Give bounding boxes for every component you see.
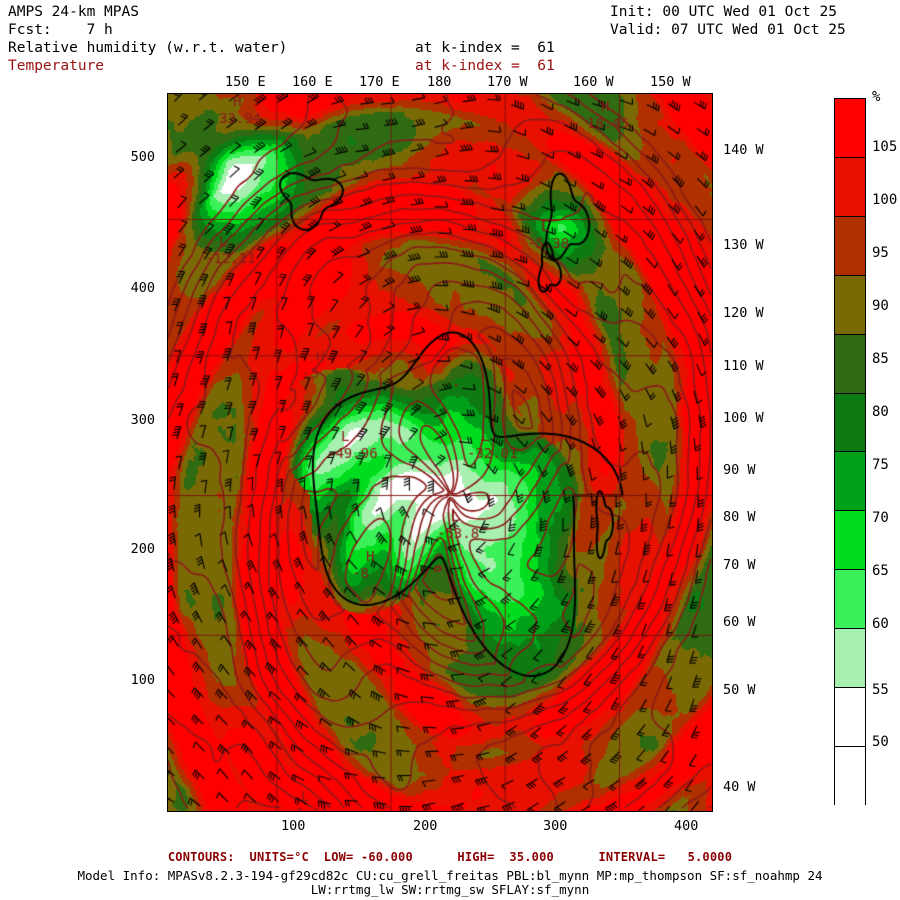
colorbar-segment xyxy=(835,216,865,276)
field-secondary-label: Temperature xyxy=(8,58,105,74)
axis-tick-label: 500 xyxy=(130,149,155,165)
map-plot-area[interactable] xyxy=(167,93,713,812)
axis-tick-label: 300 xyxy=(543,818,568,834)
colorbar-tick-label: 80 xyxy=(872,404,889,420)
axis-tick-label: 110 W xyxy=(723,358,764,374)
axis-tick-label: 170 E xyxy=(359,74,400,90)
axis-tick-label: 100 W xyxy=(723,410,764,426)
axis-tick-label: 160 W xyxy=(573,74,614,90)
colorbar-segment xyxy=(835,393,865,453)
colorbar-tick-label: 70 xyxy=(872,510,889,526)
colorbar-tick-label: 85 xyxy=(872,351,889,367)
init-time: Init: 00 UTC Wed 01 Oct 25 xyxy=(610,4,837,20)
axis-tick-label: 170 W xyxy=(487,74,528,90)
colorbar-segment xyxy=(835,452,865,512)
forecast-hour: Fcst: 7 h xyxy=(8,22,113,38)
axis-tick-label: 400 xyxy=(130,280,155,296)
axis-tick-label: 160 E xyxy=(292,74,333,90)
colorbar-tick-label: 90 xyxy=(872,298,889,314)
axis-tick-label: 140 W xyxy=(723,142,764,158)
contours-info: CONTOURS: UNITS=°C LOW= -60.000 HIGH= 35… xyxy=(167,850,733,864)
axis-tick-label: 100 xyxy=(281,818,306,834)
axis-tick-label: 120 W xyxy=(723,305,764,321)
colorbar-unit-label: % xyxy=(872,89,881,105)
colorbar-segment xyxy=(835,570,865,630)
axis-tick-label: 180 xyxy=(427,74,452,90)
colorbar-segment xyxy=(835,511,865,571)
axis-tick-label: 130 W xyxy=(723,237,764,253)
colorbar-tick-label: 65 xyxy=(872,563,889,579)
colorbar-tick-label: 55 xyxy=(872,682,889,698)
colorbar-tick-label: 95 xyxy=(872,245,889,261)
colorbar-tick-label: 105 xyxy=(872,139,898,155)
axis-tick-label: 400 xyxy=(674,818,699,834)
colorbar-segment xyxy=(835,157,865,217)
axis-tick-label: 200 xyxy=(130,541,155,557)
colorbar-segment xyxy=(835,746,865,806)
map-field-canvas xyxy=(168,94,712,811)
kindex-secondary: at k-index = 61 xyxy=(415,58,555,74)
field-primary-label: Relative humidity (w.r.t. water) xyxy=(8,40,288,56)
colorbar-segment xyxy=(835,688,865,747)
colorbar[interactable] xyxy=(834,98,866,806)
model-info-line-1: Model Info: MPASv8.2.3-194-gf29cd82c CU:… xyxy=(77,868,823,883)
valid-time: Valid: 07 UTC Wed 01 Oct 25 xyxy=(610,22,846,38)
colorbar-tick-label: 100 xyxy=(872,192,898,208)
axis-tick-label: 300 xyxy=(130,412,155,428)
axis-tick-label: 40 W xyxy=(723,779,756,795)
axis-tick-label: 150 E xyxy=(225,74,266,90)
colorbar-segment xyxy=(835,629,865,689)
axis-tick-label: 50 W xyxy=(723,682,756,698)
colorbar-segment xyxy=(835,99,865,158)
axis-tick-label: 90 W xyxy=(723,462,756,478)
axis-tick-label: 100 xyxy=(130,672,155,688)
colorbar-tick-label: 75 xyxy=(872,457,889,473)
colorbar-segment xyxy=(835,334,865,394)
model-info-line-2: LW:rrtmg_lw SW:rrtmg_sw SFLAY:sf_mynn xyxy=(310,882,590,897)
colorbar-tick-label: 60 xyxy=(872,616,889,632)
axis-tick-label: 150 W xyxy=(650,74,691,90)
axis-tick-label: 70 W xyxy=(723,557,756,573)
kindex-primary: at k-index = 61 xyxy=(415,40,555,56)
axis-tick-label: 80 W xyxy=(723,509,756,525)
axis-tick-label: 60 W xyxy=(723,614,756,630)
colorbar-segment xyxy=(835,275,865,335)
axis-tick-label: 200 xyxy=(413,818,438,834)
model-title: AMPS 24-km MPAS xyxy=(8,4,139,20)
colorbar-tick-label: 50 xyxy=(872,734,889,750)
